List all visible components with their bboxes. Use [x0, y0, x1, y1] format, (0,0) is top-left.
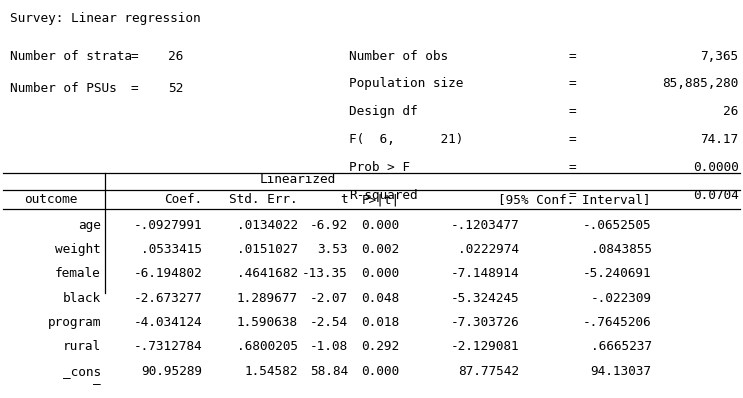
- Text: 0.292: 0.292: [361, 340, 400, 353]
- Text: [95% Conf. Interval]: [95% Conf. Interval]: [498, 193, 651, 206]
- Text: -.1203477: -.1203477: [450, 219, 519, 232]
- Text: 74.17: 74.17: [701, 133, 739, 146]
- Text: 0.048: 0.048: [361, 292, 400, 305]
- Text: .4641682: .4641682: [237, 267, 298, 281]
- Text: -7.303726: -7.303726: [450, 316, 519, 329]
- Text: -6.194802: -6.194802: [133, 267, 202, 281]
- Text: P>|t|: P>|t|: [361, 193, 400, 206]
- Text: 0.0000: 0.0000: [693, 161, 739, 174]
- Text: -.7312784: -.7312784: [133, 340, 202, 353]
- Text: program: program: [48, 316, 101, 329]
- Text: outcome: outcome: [24, 193, 77, 206]
- Text: =: =: [568, 189, 576, 202]
- Text: 7,365: 7,365: [701, 50, 739, 62]
- Text: rural: rural: [62, 340, 101, 353]
- Text: -.0652505: -.0652505: [583, 219, 652, 232]
- Text: t: t: [340, 193, 348, 206]
- Text: -5.240691: -5.240691: [583, 267, 652, 281]
- Text: .0151027: .0151027: [237, 243, 298, 256]
- Text: 1.590638: 1.590638: [237, 316, 298, 329]
- Text: 85,885,280: 85,885,280: [663, 78, 739, 90]
- Text: 26: 26: [724, 105, 739, 118]
- Text: -.7645206: -.7645206: [583, 316, 652, 329]
- Text: =: =: [568, 133, 576, 146]
- Text: .0134022: .0134022: [237, 219, 298, 232]
- Text: female: female: [55, 267, 101, 281]
- Text: 1.289677: 1.289677: [237, 292, 298, 305]
- Text: -.022309: -.022309: [591, 292, 652, 305]
- Text: -2.129081: -2.129081: [450, 340, 519, 353]
- Text: =: =: [568, 105, 576, 118]
- Text: 58.84: 58.84: [310, 365, 348, 378]
- Text: -2.673277: -2.673277: [133, 292, 202, 305]
- Text: 52: 52: [168, 82, 184, 95]
- Text: -5.324245: -5.324245: [450, 292, 519, 305]
- Text: .6665237: .6665237: [591, 340, 652, 353]
- Text: -1.08: -1.08: [310, 340, 348, 353]
- Text: .0533415: .0533415: [141, 243, 202, 256]
- Text: F(  6,      21): F( 6, 21): [349, 133, 464, 146]
- Text: =: =: [130, 82, 138, 95]
- Text: .0222974: .0222974: [458, 243, 519, 256]
- Text: 0.000: 0.000: [361, 365, 400, 378]
- Text: -2.54: -2.54: [310, 316, 348, 329]
- Text: -.0927991: -.0927991: [133, 219, 202, 232]
- Text: -6.92: -6.92: [310, 219, 348, 232]
- Text: black: black: [62, 292, 101, 305]
- Text: Number of obs: Number of obs: [349, 50, 449, 62]
- Text: Number of PSUs: Number of PSUs: [10, 82, 117, 95]
- Text: 0.018: 0.018: [361, 316, 400, 329]
- Text: Survey: Linear regression: Survey: Linear regression: [10, 12, 201, 25]
- Text: =: =: [568, 50, 576, 62]
- Text: _cons: _cons: [62, 365, 101, 378]
- Text: 1.54582: 1.54582: [244, 365, 298, 378]
- Text: age: age: [78, 219, 101, 232]
- Text: -4.034124: -4.034124: [133, 316, 202, 329]
- Text: Coef.: Coef.: [163, 193, 202, 206]
- Text: .0843855: .0843855: [591, 243, 652, 256]
- Text: 94.13037: 94.13037: [591, 365, 652, 378]
- Text: -13.35: -13.35: [302, 267, 348, 281]
- Text: -2.07: -2.07: [310, 292, 348, 305]
- Text: 0.000: 0.000: [361, 219, 400, 232]
- Text: Std. Err.: Std. Err.: [229, 193, 298, 206]
- Text: Population size: Population size: [349, 78, 464, 90]
- Text: 87.77542: 87.77542: [458, 365, 519, 378]
- Text: –: –: [93, 378, 101, 391]
- Text: .6800205: .6800205: [237, 340, 298, 353]
- Text: Number of strata: Number of strata: [10, 50, 132, 62]
- Text: =: =: [568, 161, 576, 174]
- Text: 0.0704: 0.0704: [693, 189, 739, 202]
- Text: weight: weight: [55, 243, 101, 256]
- Text: 90.95289: 90.95289: [141, 365, 202, 378]
- Text: 3.53: 3.53: [317, 243, 348, 256]
- Text: 0.002: 0.002: [361, 243, 400, 256]
- Text: Design df: Design df: [349, 105, 418, 118]
- Text: 0.000: 0.000: [361, 267, 400, 281]
- Text: R-squared: R-squared: [349, 189, 418, 202]
- Text: Prob > F: Prob > F: [349, 161, 410, 174]
- Text: Linearized: Linearized: [259, 174, 336, 187]
- Text: =: =: [568, 78, 576, 90]
- Text: 26: 26: [168, 50, 184, 62]
- Text: -7.148914: -7.148914: [450, 267, 519, 281]
- Text: =: =: [130, 50, 138, 62]
